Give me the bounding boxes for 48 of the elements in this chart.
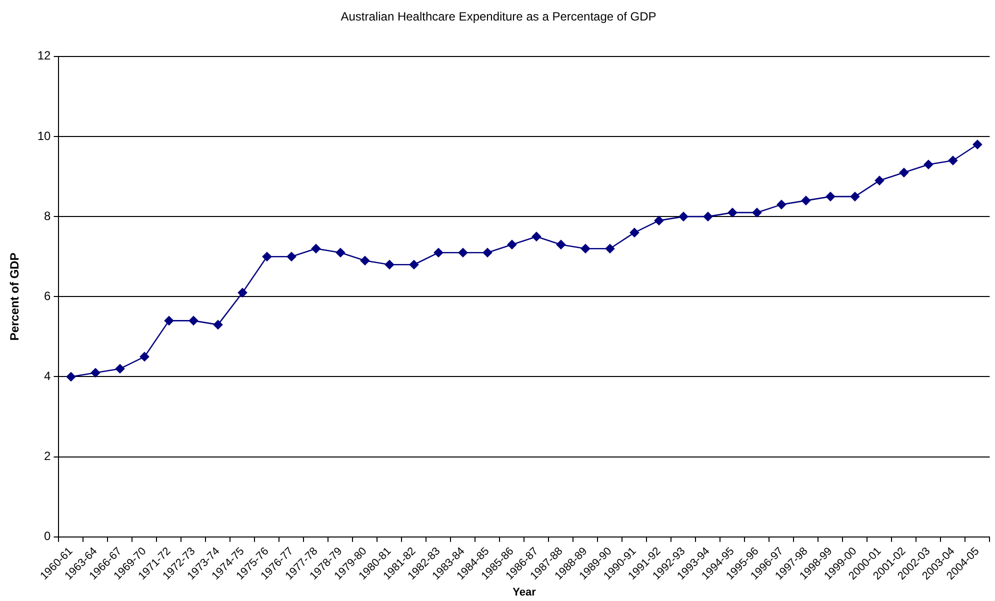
point [948, 156, 958, 166]
point [850, 192, 860, 202]
point [703, 212, 713, 222]
point [826, 192, 836, 202]
point [507, 240, 517, 250]
y-tick-label: 4 [44, 369, 52, 384]
point [801, 196, 811, 206]
point [409, 260, 419, 270]
point [90, 368, 100, 378]
point [776, 200, 786, 210]
point [434, 248, 444, 258]
point [115, 364, 125, 374]
point [336, 248, 346, 258]
point [874, 176, 884, 186]
y-tick-label: 10 [37, 128, 52, 143]
point [532, 232, 542, 242]
point [580, 244, 590, 254]
point [630, 228, 640, 238]
y-tick-label: 2 [44, 449, 52, 464]
point [654, 216, 664, 226]
y-axis-title: Percent of GDP [8, 252, 22, 341]
point [972, 140, 982, 150]
point [262, 252, 272, 262]
point [678, 212, 688, 222]
point [899, 168, 909, 178]
point [605, 244, 615, 254]
point [458, 248, 468, 258]
point [311, 244, 321, 254]
point [66, 372, 76, 382]
x-axis-title: Year [512, 586, 537, 598]
y-tick-label: 0 [44, 529, 52, 544]
y-tick-label: 6 [44, 288, 52, 303]
chart-title: Australian Healthcare Expenditure as a Percentage of GDP [340, 10, 656, 24]
point [213, 320, 223, 330]
point [164, 316, 174, 326]
point [384, 260, 394, 270]
point [360, 256, 370, 266]
point [728, 208, 738, 218]
point [752, 208, 762, 218]
y-tick-label: 8 [44, 208, 52, 223]
point [238, 288, 248, 298]
y-tick-label: 12 [37, 48, 52, 63]
point [140, 352, 150, 362]
point [556, 240, 566, 250]
point [188, 316, 198, 326]
point [482, 248, 492, 258]
point [286, 252, 296, 262]
point [924, 160, 934, 170]
